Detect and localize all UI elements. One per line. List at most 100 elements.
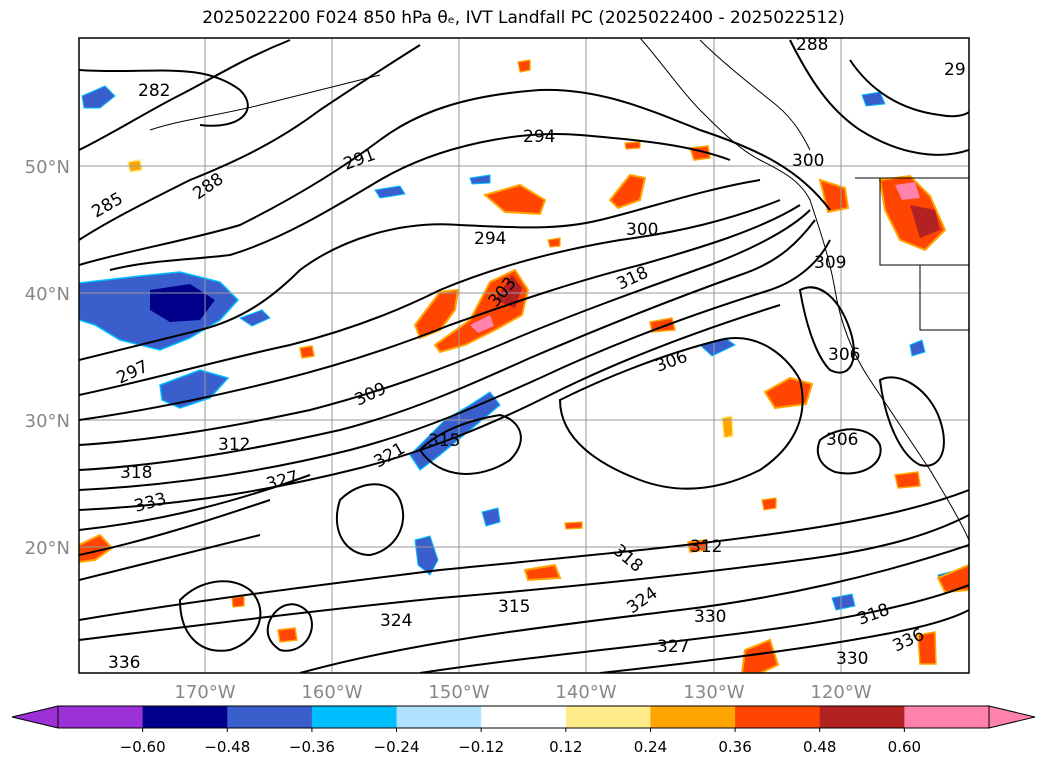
contour-line <box>79 474 311 531</box>
lon-label: 170°W <box>174 682 235 703</box>
contour-line <box>419 584 969 673</box>
positive-anomaly-blob <box>547 237 561 248</box>
colorbar-tick-label: 0.36 <box>718 738 751 756</box>
contour-line <box>79 69 249 127</box>
contour-label: 288 <box>189 169 227 204</box>
colorbar-extend-right <box>988 705 1036 729</box>
contour-line <box>266 603 313 652</box>
contour-label: 315 <box>428 431 460 451</box>
colorbar-tick-label: −0.36 <box>289 738 335 756</box>
colorbar-cell <box>227 706 313 728</box>
negative-anomaly-blob <box>81 85 116 109</box>
colorbar-cell <box>481 706 567 728</box>
contour-label: 300 <box>792 151 824 171</box>
contour-label: 288 <box>796 35 828 55</box>
colorbar-tick-label: 0.12 <box>549 738 582 756</box>
positive-anomaly-blob <box>495 275 522 308</box>
contour-label: 309 <box>814 253 846 273</box>
colorbar-tick-label: −0.48 <box>204 738 250 756</box>
contour-line <box>299 544 969 673</box>
negative-anomaly-blob <box>414 535 439 576</box>
positive-anomaly-blob <box>894 471 921 489</box>
contour-label: 333 <box>132 489 169 517</box>
contour-label: 300 <box>626 220 658 240</box>
contour-line <box>79 534 261 581</box>
positive-anomaly-blob <box>299 345 315 359</box>
border <box>919 265 969 331</box>
contour-line <box>79 219 816 471</box>
contour-line <box>79 199 781 396</box>
contour-line <box>79 209 811 446</box>
colorbar-cell <box>58 706 144 728</box>
positive-anomaly-blob <box>523 563 562 582</box>
positive-anomaly-blob <box>79 533 114 564</box>
colorbar-tick-label: 0.24 <box>634 738 667 756</box>
coastlines <box>149 38 969 541</box>
contour-line <box>558 337 804 490</box>
contour-label: 321 <box>371 439 409 473</box>
contour-label: 327 <box>264 467 301 495</box>
contour-line <box>79 489 969 621</box>
contour-line <box>178 580 262 652</box>
positive-anomaly-blob <box>740 638 780 673</box>
colorbar-outline <box>57 705 990 729</box>
contour-line <box>79 179 761 361</box>
coastline <box>699 39 811 151</box>
lon-label: 160°W <box>301 682 362 703</box>
lat-label: 20°N <box>25 538 70 559</box>
contour-label: 294 <box>523 127 555 147</box>
colorbar-tick-label: −0.24 <box>374 738 420 756</box>
positive-anomaly-blob <box>413 288 460 340</box>
contour-label: 315 <box>498 597 530 617</box>
lon-label: 140°W <box>555 682 616 703</box>
graticule <box>79 38 969 673</box>
contour-label: 306 <box>828 345 860 365</box>
theta-e-contours <box>79 39 969 673</box>
contour-label: 294 <box>474 229 506 249</box>
negative-anomaly-blob <box>909 339 926 357</box>
contour-line <box>79 88 831 266</box>
coastline <box>639 38 969 541</box>
contour-line <box>109 133 731 271</box>
border <box>879 178 969 266</box>
contour-label: 318 <box>855 600 892 630</box>
positive-anomaly-blob <box>277 627 298 643</box>
colorbar-cells <box>58 706 990 728</box>
positive-anomaly-blob <box>895 182 920 200</box>
positive-anomaly-blob <box>517 59 531 73</box>
contour-label: 330 <box>694 607 726 627</box>
lon-label: 120°W <box>810 682 871 703</box>
positive-anomaly-blob <box>624 141 641 150</box>
contour-label: 282 <box>138 81 170 101</box>
coastline <box>149 74 381 131</box>
positive-anomaly-blob <box>763 376 814 410</box>
lat-label: 30°N <box>25 411 70 432</box>
positive-anomaly-blob <box>917 631 937 665</box>
contour-line <box>878 376 945 467</box>
contour-label: 29 <box>944 60 966 80</box>
colorbar-cell <box>565 706 651 728</box>
positive-anomaly-blob <box>818 178 850 214</box>
contour-label: 309 <box>352 379 390 411</box>
colorbar-ticks: −0.60 −0.48 −0.36 −0.24 −0.12 0.12 0.24 0.36 0.4… <box>120 728 921 756</box>
contour-line <box>79 39 291 151</box>
colorbar-tick-label: −0.12 <box>458 738 504 756</box>
contour-label: 306 <box>826 430 858 450</box>
negative-anomaly-blob <box>831 593 856 611</box>
positive-anomaly-blob <box>910 205 940 238</box>
contour-label: 318 <box>614 263 652 295</box>
contour-label: 324 <box>380 611 412 631</box>
contour-line <box>849 59 969 118</box>
negative-anomaly-blob <box>469 174 491 185</box>
shaded-anomaly-layer <box>79 59 969 673</box>
colorbar-tick-label: 0.48 <box>803 738 836 756</box>
contour-label: 312 <box>690 537 722 557</box>
lat-label: 50°N <box>25 157 70 178</box>
contour-line <box>79 44 421 241</box>
positive-anomaly-blob <box>721 415 734 439</box>
contour-label: 291 <box>341 145 378 175</box>
contour-line <box>798 286 855 374</box>
colorbar: −0.60 −0.48 −0.36 −0.24 −0.12 0.12 0.24 0.36 0.4… <box>11 705 1036 756</box>
colorbar-cell <box>904 706 990 728</box>
